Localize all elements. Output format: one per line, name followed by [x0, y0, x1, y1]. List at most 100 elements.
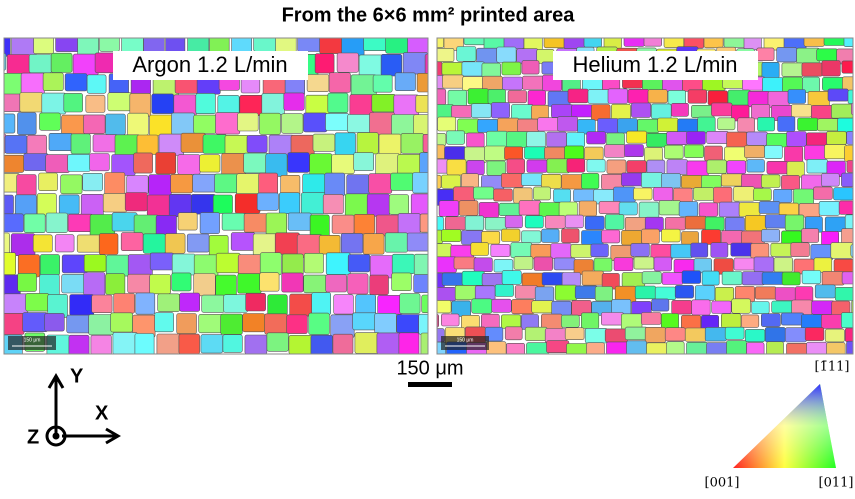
- grain: [348, 115, 372, 133]
- grain: [507, 343, 525, 357]
- grain: [547, 159, 570, 173]
- grain: [488, 89, 506, 104]
- grain: [505, 147, 523, 160]
- grain: [628, 89, 649, 103]
- grain: [725, 327, 744, 339]
- grain: [682, 271, 701, 284]
- grain: [40, 113, 61, 130]
- grain: [155, 313, 174, 332]
- grain: [661, 173, 680, 188]
- grain: [639, 202, 659, 218]
- grain: [727, 161, 746, 174]
- grain: [0, 36, 10, 57]
- grain: [370, 113, 395, 136]
- grain: [527, 160, 547, 173]
- grain: [178, 213, 197, 230]
- grain: [679, 202, 698, 217]
- grain: [329, 73, 350, 93]
- grain: [524, 35, 542, 50]
- grain: [203, 135, 227, 154]
- grain: [392, 273, 412, 291]
- grain: [619, 202, 637, 215]
- grain: [738, 118, 755, 132]
- grain: [692, 300, 711, 315]
- grain: [508, 91, 527, 103]
- grain: [562, 229, 580, 243]
- grain: [624, 34, 645, 46]
- grain: [847, 341, 855, 355]
- grain: [827, 343, 846, 355]
- grain: [303, 174, 326, 193]
- grain: [223, 335, 242, 353]
- grain: [106, 114, 126, 135]
- grain: [787, 162, 804, 178]
- grain: [498, 118, 519, 133]
- grain: [527, 343, 549, 355]
- grain: [485, 217, 507, 230]
- grain: [715, 287, 734, 301]
- grain: [651, 104, 671, 119]
- grain: [194, 274, 216, 296]
- grain: [427, 159, 449, 173]
- grain: [699, 203, 718, 217]
- grain: [585, 147, 604, 160]
- grain: [745, 146, 765, 158]
- grain: [180, 293, 200, 311]
- grain: [817, 49, 838, 61]
- grain: [34, 33, 54, 54]
- figure-title: From the 6×6 mm² printed area: [282, 4, 576, 26]
- grain: [244, 153, 269, 173]
- grain: [732, 299, 751, 314]
- grain: [501, 315, 521, 329]
- grain: [398, 213, 420, 234]
- grain: [751, 243, 769, 258]
- grain: [772, 301, 795, 313]
- axis-label: Z: [27, 426, 39, 448]
- grain: [128, 113, 149, 135]
- grain: [376, 154, 400, 177]
- grain: [561, 315, 579, 327]
- grain: [791, 105, 811, 118]
- grain: [747, 343, 765, 358]
- grain: [605, 329, 627, 342]
- grain: [687, 342, 708, 357]
- grain: [642, 272, 661, 284]
- grain: [765, 327, 785, 342]
- grain: [718, 118, 735, 130]
- grain: [778, 117, 795, 132]
- grain: [734, 258, 755, 270]
- grain: [565, 215, 583, 228]
- grain: [731, 243, 754, 256]
- grain: [372, 94, 396, 112]
- grain: [2, 155, 24, 172]
- grain: [571, 244, 593, 257]
- grain: [611, 104, 630, 119]
- grain: [544, 34, 565, 48]
- grain: [787, 343, 808, 357]
- grain: [225, 135, 249, 156]
- grain: [260, 113, 281, 134]
- grain: [757, 48, 774, 61]
- grain: [172, 113, 195, 135]
- grain: [135, 334, 154, 356]
- grain: [567, 159, 585, 173]
- grain: [392, 254, 414, 274]
- grain: [534, 187, 551, 200]
- grain: [65, 74, 87, 91]
- grain: [378, 295, 403, 314]
- grain: [761, 314, 780, 327]
- grain: [84, 273, 105, 296]
- grain: [614, 258, 633, 271]
- grain: [326, 275, 347, 292]
- grain: [745, 215, 766, 231]
- grain: [200, 213, 220, 234]
- grain: [67, 315, 92, 333]
- grain: [779, 203, 799, 216]
- grain: [257, 193, 278, 210]
- grain: [20, 93, 43, 113]
- grain: [244, 214, 268, 233]
- grain: [838, 118, 855, 132]
- grain: [231, 233, 255, 251]
- grain: [370, 256, 394, 278]
